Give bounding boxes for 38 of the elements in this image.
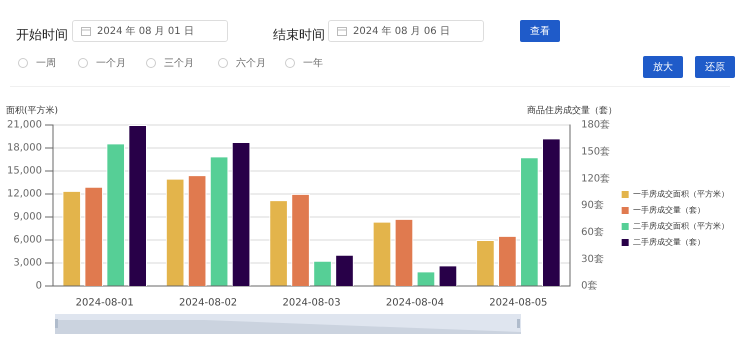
text: 六个月 xyxy=(235,56,266,70)
text: 查看 xyxy=(520,20,560,42)
y-tick-label: 0 xyxy=(36,280,42,292)
y2-tick-label: 150套 xyxy=(581,145,610,158)
x-tick-label: 2024-08-04 xyxy=(386,298,444,309)
y2-tick-label: 0套 xyxy=(581,280,598,292)
x-tick-label: 2024-08-03 xyxy=(282,298,341,309)
y2-tick-label: 120套 xyxy=(581,172,610,184)
legend-label: 一手房成交面积（平方米） xyxy=(633,190,730,199)
text: 一年 xyxy=(302,57,323,70)
y2-tick-label: 90套 xyxy=(581,199,604,212)
y-tick-label: 15,000 xyxy=(6,166,42,177)
y-tick-label: 9,000 xyxy=(13,212,42,223)
y2-tick-label: 30套 xyxy=(581,252,604,265)
text: 放大 xyxy=(643,56,683,78)
text: 2024 年 08 月 01 日 xyxy=(72,20,228,42)
text: 结束时间 xyxy=(273,27,325,44)
text: 开始时间 xyxy=(16,27,68,44)
y-axis-title: 面积(平方米) xyxy=(6,104,58,116)
y-tick-label: 21,000 xyxy=(6,120,42,131)
y-tick-label: 6,000 xyxy=(13,234,42,246)
legend-label: 二手房成交面积（平方米） xyxy=(633,222,730,231)
x-tick-label: 2024-08-01 xyxy=(76,298,134,309)
y-tick-label: 12,000 xyxy=(6,188,42,200)
text: 还原 xyxy=(695,56,735,78)
y2-tick-label: 60套 xyxy=(581,226,604,238)
legend-label: 二手房成交量（套） xyxy=(633,238,706,247)
y2-axis-title: 商品住房成交量（套） xyxy=(527,104,618,116)
text: 三个月 xyxy=(163,57,194,70)
x-tick-label: 2024-08-05 xyxy=(489,298,548,309)
y-tick-label: 3,000 xyxy=(13,258,42,269)
text: 2024 年 08 月 06 日 xyxy=(328,20,484,42)
y2-tick-label: 180套 xyxy=(581,118,610,131)
x-tick-label: 2024-08-02 xyxy=(179,298,238,309)
text: 一周 xyxy=(35,57,56,70)
y-tick-label: 18,000 xyxy=(6,142,42,154)
text: 一个月 xyxy=(95,57,126,70)
legend-label: 一手房成交量（套） xyxy=(633,206,706,215)
